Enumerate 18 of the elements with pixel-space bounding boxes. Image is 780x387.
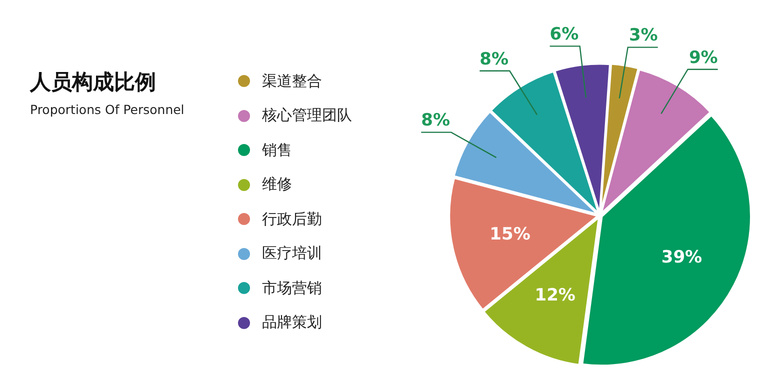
data-label: 9% [688,48,718,68]
data-label: 3% [628,26,658,46]
legend-label: 行政后勤 [262,210,322,229]
legend-label: 维修 [262,175,292,194]
data-label: 6% [550,24,579,45]
data-label: 12% [534,285,576,306]
text: 人员构成比例 [30,69,156,96]
legend-label: 医疗培训 [262,244,322,264]
data-label: 39% [661,247,702,268]
legend-label: 核心管理团队 [262,106,352,126]
legend-label: 市场营销 [262,278,322,298]
data-label: 8% [480,49,509,70]
data-label: 8% [421,110,450,131]
text: Proportions Of Personnel [30,102,184,117]
legend-label: 销售 [262,140,292,160]
legend-label: 渠道整合 [262,72,322,91]
legend-label: 品牌策划 [262,313,322,332]
data-label: 15% [490,224,530,244]
